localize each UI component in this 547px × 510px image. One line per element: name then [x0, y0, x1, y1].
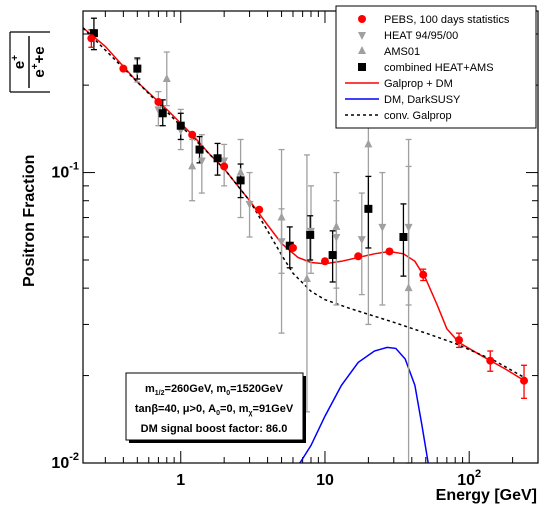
marker-circle	[520, 376, 529, 385]
marker-triangle-up	[332, 221, 341, 230]
marker-triangle-down	[197, 157, 206, 166]
marker-circle	[455, 336, 464, 345]
y-tick-label: 10-1	[51, 161, 79, 182]
marker-triangle-up	[302, 274, 311, 283]
legend: PEBS, 100 days statistics HEAT 94/95/00 AM…	[335, 5, 537, 129]
marker-triangle-down	[378, 223, 387, 232]
y-axis-formula: e+ e++e	[9, 31, 50, 93]
marker-square	[89, 29, 98, 38]
marker-triangle-up	[404, 283, 413, 292]
y-tick-label: 10-2	[51, 451, 79, 472]
curve-conv-galprop	[82, 27, 527, 380]
legend-label: PEBS, 100 days statistics	[384, 14, 510, 26]
legend-label: conv. Galprop	[384, 110, 452, 122]
formula-denominator: e++e	[30, 46, 48, 77]
parameter-line-masses: m1/2=260GeV, m0=1520GeV	[145, 383, 284, 397]
plot-frame	[82, 10, 539, 464]
marker-circle	[119, 64, 128, 73]
y-axis-label: Positron Fraction e+ e++e	[9, 31, 50, 287]
y-axis-label-text: Positron Fraction	[21, 155, 38, 287]
parameter-line-boost: DM signal boost factor: 86.0	[141, 423, 288, 435]
marker-circle	[288, 243, 297, 252]
marker-triangle-down	[358, 32, 366, 40]
marker-triangle-down	[154, 106, 163, 115]
x-axis-label: Energy [GeV]	[436, 487, 537, 504]
marker-square	[306, 230, 315, 239]
marker-circle	[354, 252, 363, 261]
marker-triangle-up	[364, 139, 373, 148]
legend-label: AMS01	[384, 46, 420, 58]
legend-entries: PEBS, 100 days statistics HEAT 94/95/00 AM…	[345, 14, 510, 122]
marker-circle	[87, 34, 96, 43]
x-tick-label: 102	[457, 468, 481, 489]
marker-triangle-down	[404, 223, 413, 232]
marker-square	[158, 109, 167, 118]
parameter-box-frame	[125, 372, 304, 441]
marker-square	[213, 154, 222, 163]
marker-circle	[154, 97, 163, 106]
marker-circle	[255, 205, 264, 214]
x-tick-label: 1	[176, 472, 185, 489]
marker-square	[328, 251, 337, 260]
data-markers	[87, 29, 529, 385]
marker-square	[236, 176, 245, 185]
marker-triangle-up	[162, 73, 171, 82]
marker-triangle-up	[358, 46, 366, 54]
curve-dm-darksusy	[299, 346, 429, 464]
tick-labels: 1 10 102 10-2 10-1	[51, 161, 481, 489]
legend-box	[335, 5, 537, 129]
marker-square	[399, 233, 408, 241]
marker-square	[195, 145, 204, 154]
marker-triangle-up	[236, 167, 245, 176]
parameter-line-tanbeta: tanβ=40, μ>0, A0=0, mχ=91GeV	[135, 403, 294, 417]
marker-triangle-down	[332, 234, 341, 242]
x-tick-label: 10	[316, 472, 334, 489]
marker-circle	[486, 356, 495, 365]
formula-numerator: e+	[10, 55, 28, 69]
marker-square	[358, 63, 366, 71]
marker-circle	[220, 162, 229, 171]
marker-square	[133, 64, 142, 73]
marker-triangle-down	[357, 236, 366, 245]
marker-triangle-down	[220, 157, 229, 166]
parameter-box: m1/2=260GeV, m0=1520GeV tanβ=40, μ>0, A0…	[125, 372, 306, 443]
marker-square	[176, 121, 185, 130]
marker-circle	[188, 130, 197, 139]
legend-label: HEAT 94/95/00	[384, 30, 458, 42]
marker-triangle-down	[277, 238, 286, 247]
marker-circle	[320, 257, 329, 266]
marker-circle	[358, 15, 366, 23]
legend-label: DM, DarkSUSY	[384, 94, 461, 106]
marker-circle	[419, 270, 428, 279]
legend-label: combined HEAT+AMS	[384, 62, 494, 74]
marker-circle	[385, 247, 394, 256]
legend-label: Galprop + DM	[384, 78, 453, 90]
marker-triangle-up	[277, 212, 286, 221]
marker-square	[364, 204, 373, 213]
marker-triangle-down	[245, 200, 254, 209]
marker-triangle-up	[188, 161, 197, 170]
